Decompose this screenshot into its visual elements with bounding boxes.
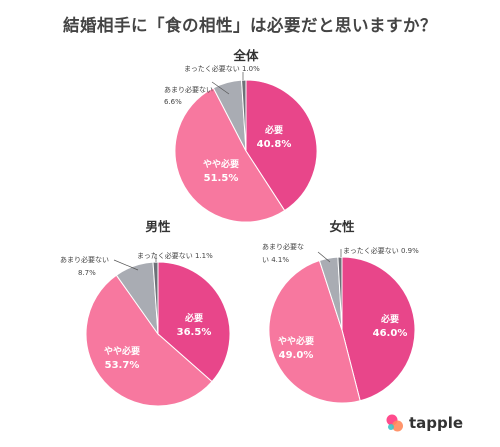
slice-label-female-1: やや必要 bbox=[278, 335, 314, 347]
pie-slice-all-1 bbox=[174, 87, 286, 223]
slice-outside-label-male-2-0: あまり必要ない bbox=[60, 255, 109, 264]
slice-outside-label-all-3-0: まったく必要ない 1.0% bbox=[184, 64, 260, 73]
slice-label-all-0: 必要 bbox=[264, 124, 283, 136]
slice-label-male-1: やや必要 bbox=[104, 345, 140, 357]
pie-slice-female-3 bbox=[337, 256, 343, 331]
slice-value-all-0: 40.8% bbox=[257, 139, 292, 150]
slice-outside-label-female-2-1: い 4.1% bbox=[262, 256, 289, 264]
slice-value-female-0: 46.0% bbox=[373, 328, 408, 339]
leader-line-female-2 bbox=[317, 251, 331, 263]
slice-outside-label-male-3-0: まったく必要ない 1.1% bbox=[137, 251, 213, 260]
pie-slice-male-1 bbox=[85, 274, 213, 407]
tapple-logo-icon bbox=[386, 414, 403, 432]
slice-outside-label-female-3-0: まったく必要ない 0.9% bbox=[343, 246, 419, 255]
slice-value-male-0: 36.5% bbox=[177, 327, 212, 338]
leader-line-all-2 bbox=[211, 81, 230, 95]
tapple-logo-text: tapple bbox=[409, 414, 464, 432]
slice-label-female-0: 必要 bbox=[380, 313, 399, 325]
slice-value-male-1: 53.7% bbox=[105, 360, 140, 371]
slice-outside-label-all-2-0: あまり必要ない bbox=[164, 85, 213, 94]
pie-slice-male-0 bbox=[157, 261, 231, 383]
leader-line-male-2 bbox=[113, 259, 139, 271]
slice-value-female-1: 49.0% bbox=[279, 350, 314, 361]
chart-title-all: 全体 bbox=[232, 48, 259, 63]
pie-slice-female-1 bbox=[268, 259, 361, 404]
slice-label-all-1: やや必要 bbox=[203, 158, 239, 170]
slice-outside-label-all-2-1: 6.6% bbox=[164, 98, 182, 106]
slice-outside-label-male-2-1: 8.7% bbox=[78, 269, 96, 277]
pie-slice-female-0 bbox=[341, 256, 416, 402]
chart-title-male: 男性 bbox=[145, 219, 171, 234]
page-title: 結婚相手に「食の相性」は必要だと思いますか？ bbox=[63, 16, 437, 35]
slice-label-male-0: 必要 bbox=[184, 312, 203, 324]
slice-outside-label-female-2-0: あまり必要な bbox=[262, 242, 304, 251]
chart-title-female: 女性 bbox=[329, 219, 355, 234]
tapple-logo: tapple bbox=[385, 412, 463, 434]
pie-slice-all-3 bbox=[241, 79, 247, 152]
pie-slice-male-3 bbox=[152, 261, 159, 335]
slice-value-all-1: 51.5% bbox=[204, 173, 239, 184]
